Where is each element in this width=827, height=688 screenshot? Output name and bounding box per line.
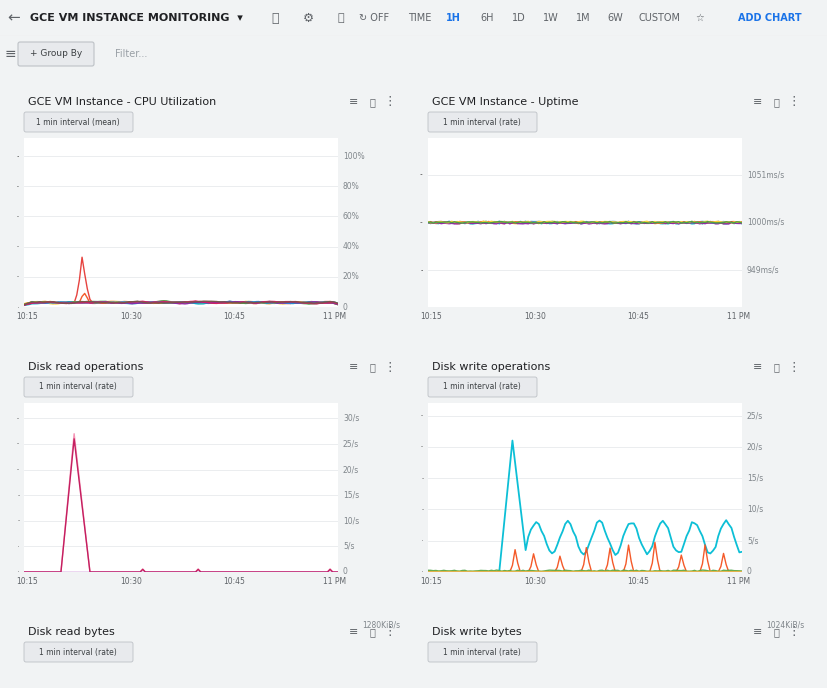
Text: GCE VM Instance - Uptime: GCE VM Instance - Uptime — [432, 97, 578, 107]
Text: 10/s: 10/s — [342, 516, 359, 525]
Text: ≡: ≡ — [349, 362, 358, 372]
Text: ←: ← — [7, 10, 21, 25]
Text: ≡: ≡ — [349, 627, 358, 637]
Text: 1 min interval (rate): 1 min interval (rate) — [442, 118, 520, 127]
Text: 1 min interval (mean): 1 min interval (mean) — [36, 118, 120, 127]
Text: 80%: 80% — [342, 182, 359, 191]
Text: 949ms/s: 949ms/s — [746, 266, 779, 275]
Text: 25/s: 25/s — [342, 440, 359, 449]
Text: ⛶: ⛶ — [772, 97, 778, 107]
FancyBboxPatch shape — [428, 377, 537, 397]
Text: 20%: 20% — [342, 272, 359, 281]
Text: TIME: TIME — [408, 13, 431, 23]
Text: 100%: 100% — [342, 151, 364, 160]
Text: ⛶: ⛶ — [369, 362, 375, 372]
Text: 25/s: 25/s — [746, 411, 762, 420]
FancyBboxPatch shape — [24, 642, 133, 662]
Text: ⋮: ⋮ — [383, 625, 396, 638]
Text: Filter...: Filter... — [115, 49, 147, 59]
Text: 20/s: 20/s — [342, 465, 359, 474]
FancyBboxPatch shape — [24, 377, 133, 397]
Text: ⛶: ⛶ — [772, 362, 778, 372]
Text: ↻ OFF: ↻ OFF — [358, 13, 389, 23]
Text: 🔍: 🔍 — [271, 12, 279, 25]
Text: 1 min interval (rate): 1 min interval (rate) — [442, 647, 520, 656]
FancyBboxPatch shape — [428, 112, 537, 132]
Text: 1 min interval (rate): 1 min interval (rate) — [39, 383, 117, 391]
Text: 6W: 6W — [606, 13, 622, 23]
Text: 5/s: 5/s — [342, 542, 354, 551]
Text: ⚙: ⚙ — [302, 12, 313, 25]
Text: Disk read bytes: Disk read bytes — [28, 627, 115, 637]
FancyBboxPatch shape — [24, 112, 133, 132]
Text: 0: 0 — [342, 303, 347, 312]
Text: 1000ms/s: 1000ms/s — [746, 218, 783, 227]
Text: ⋮: ⋮ — [786, 625, 799, 638]
Text: 1H: 1H — [445, 13, 460, 23]
Text: ≡: ≡ — [753, 362, 762, 372]
Text: Disk write bytes: Disk write bytes — [432, 627, 521, 637]
Text: 40%: 40% — [342, 242, 360, 251]
Text: 6H: 6H — [480, 13, 493, 23]
Text: ⋮: ⋮ — [383, 361, 396, 374]
Text: 15/s: 15/s — [746, 473, 762, 482]
Text: GCE VM INSTANCE MONITORING  ▾: GCE VM INSTANCE MONITORING ▾ — [30, 13, 242, 23]
Text: Disk read operations: Disk read operations — [28, 362, 143, 372]
Text: ⛶: ⛶ — [772, 627, 778, 637]
Text: 5/s: 5/s — [746, 536, 758, 545]
FancyBboxPatch shape — [18, 42, 94, 66]
Text: 1M: 1M — [575, 13, 590, 23]
Text: 1024KiB/s: 1024KiB/s — [765, 620, 803, 629]
Text: ≡: ≡ — [753, 627, 762, 637]
Text: ≡: ≡ — [4, 47, 16, 61]
Text: ≡: ≡ — [349, 97, 358, 107]
Text: 20/s: 20/s — [746, 442, 762, 451]
Text: ⋮: ⋮ — [383, 96, 396, 109]
Text: ☆: ☆ — [695, 13, 704, 23]
Text: 60%: 60% — [342, 212, 360, 221]
Text: 1051ms/s: 1051ms/s — [746, 170, 783, 179]
Text: ⋮: ⋮ — [786, 361, 799, 374]
Text: 0: 0 — [342, 568, 347, 577]
Text: 1280KiB/s: 1280KiB/s — [361, 620, 399, 629]
Text: 1 min interval (rate): 1 min interval (rate) — [442, 383, 520, 391]
Text: ⛶: ⛶ — [369, 97, 375, 107]
Text: ≡: ≡ — [753, 97, 762, 107]
Text: GCE VM Instance - CPU Utilization: GCE VM Instance - CPU Utilization — [28, 97, 216, 107]
Text: 1 min interval (rate): 1 min interval (rate) — [39, 647, 117, 656]
Text: 30/s: 30/s — [342, 414, 359, 423]
Text: + Group By: + Group By — [30, 50, 82, 58]
Text: CUSTOM: CUSTOM — [638, 13, 680, 23]
Text: Disk write operations: Disk write operations — [432, 362, 550, 372]
Text: ⛶: ⛶ — [337, 13, 344, 23]
Text: 1W: 1W — [543, 13, 558, 23]
Text: ADD CHART: ADD CHART — [738, 13, 801, 23]
Text: ⛶: ⛶ — [369, 627, 375, 637]
Text: 0: 0 — [746, 568, 751, 577]
Text: 15/s: 15/s — [342, 491, 359, 499]
FancyBboxPatch shape — [428, 642, 537, 662]
Text: 10/s: 10/s — [746, 505, 762, 514]
Text: ⋮: ⋮ — [786, 96, 799, 109]
Text: 1D: 1D — [512, 13, 525, 23]
